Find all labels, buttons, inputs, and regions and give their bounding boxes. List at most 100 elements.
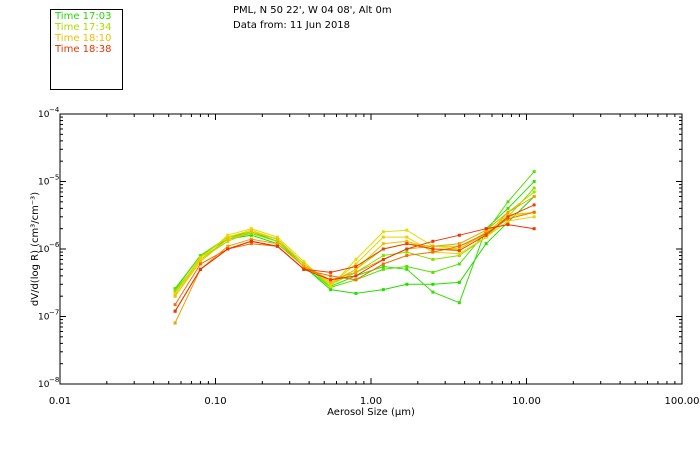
data-point bbox=[506, 223, 510, 227]
data-point bbox=[431, 257, 435, 261]
legend-box: Time 17:03 Time 17:34 Time 18:10 Time 18:38 bbox=[50, 9, 123, 90]
data-point bbox=[249, 233, 253, 237]
data-point bbox=[173, 289, 177, 293]
data-point bbox=[226, 247, 230, 251]
legend-entry: Time 18:38 bbox=[55, 44, 112, 55]
data-point bbox=[275, 242, 279, 246]
y-tick-exponent: −8 bbox=[49, 376, 59, 384]
data-point bbox=[173, 321, 177, 325]
data-point bbox=[532, 227, 536, 231]
data-point bbox=[405, 282, 409, 286]
data-point bbox=[457, 233, 461, 237]
data-point bbox=[431, 282, 435, 286]
data-point bbox=[198, 262, 202, 266]
data-point bbox=[457, 249, 461, 253]
y-tick-exponent: −7 bbox=[49, 309, 59, 317]
data-point bbox=[173, 286, 177, 290]
data-point bbox=[302, 260, 306, 264]
data-point bbox=[506, 200, 510, 204]
y-tick-exponent: −6 bbox=[49, 241, 60, 249]
data-point bbox=[532, 170, 536, 174]
legend-entry: Time 18:10 bbox=[55, 33, 112, 44]
data-point bbox=[431, 239, 435, 243]
y-tick-label: 10 bbox=[38, 110, 50, 120]
data-point bbox=[506, 217, 510, 221]
data-point bbox=[173, 294, 177, 298]
x-tick-label: 0.01 bbox=[49, 396, 71, 407]
chart-location-header: PML, N 50 22', W 04 08', Alt 0m bbox=[233, 5, 392, 16]
data-point bbox=[457, 242, 461, 246]
series-line bbox=[174, 211, 535, 297]
data-point bbox=[457, 301, 461, 305]
data-point bbox=[484, 231, 488, 235]
x-axis-label: Aerosol Size (µm) bbox=[327, 407, 415, 418]
data-point bbox=[381, 235, 385, 239]
x-tick-label: 10.00 bbox=[512, 396, 541, 407]
data-point bbox=[329, 282, 333, 286]
data-point bbox=[457, 262, 461, 266]
data-point bbox=[405, 267, 409, 271]
data-point bbox=[532, 215, 536, 219]
data-point bbox=[431, 244, 435, 248]
data-point bbox=[249, 242, 253, 246]
data-point bbox=[329, 288, 333, 292]
data-point bbox=[431, 247, 435, 251]
data-point bbox=[506, 215, 510, 219]
data-point bbox=[484, 227, 488, 231]
data-point bbox=[354, 267, 358, 271]
data-point bbox=[249, 231, 253, 235]
y-tick-label: 10 bbox=[38, 313, 50, 323]
data-point bbox=[329, 278, 333, 282]
data-point bbox=[302, 265, 306, 269]
data-point bbox=[226, 239, 230, 243]
data-point bbox=[198, 260, 202, 264]
data-point bbox=[484, 235, 488, 239]
data-point bbox=[275, 235, 279, 239]
data-point bbox=[249, 228, 253, 232]
data-point bbox=[302, 267, 306, 271]
data-point bbox=[198, 255, 202, 259]
data-point bbox=[275, 237, 279, 241]
data-point bbox=[329, 284, 333, 288]
data-point bbox=[484, 233, 488, 237]
y-tick-label: 10 bbox=[38, 245, 50, 255]
data-point bbox=[532, 203, 536, 207]
data-point bbox=[198, 257, 202, 261]
data-point bbox=[506, 219, 510, 223]
data-point bbox=[431, 270, 435, 274]
data-point bbox=[381, 254, 385, 258]
data-point bbox=[226, 237, 230, 241]
data-point bbox=[431, 290, 435, 294]
chart-date-header: Data from: 11 Jun 2018 bbox=[233, 20, 351, 31]
data-point bbox=[532, 186, 536, 190]
data-point bbox=[354, 257, 358, 261]
data-point bbox=[302, 262, 306, 266]
data-point bbox=[405, 265, 409, 269]
data-point bbox=[249, 227, 253, 231]
y-tick-exponent: −5 bbox=[49, 174, 59, 182]
data-point bbox=[249, 239, 253, 243]
data-point bbox=[275, 239, 279, 243]
data-point bbox=[226, 235, 230, 239]
y-tick-exponent: −4 bbox=[49, 106, 60, 114]
series-s7 bbox=[173, 215, 536, 295]
data-point bbox=[381, 262, 385, 266]
data-point bbox=[457, 280, 461, 284]
data-point bbox=[226, 233, 230, 237]
data-point bbox=[381, 257, 385, 261]
data-point bbox=[532, 190, 536, 194]
data-point bbox=[484, 228, 488, 232]
data-point bbox=[457, 244, 461, 248]
data-point bbox=[405, 250, 409, 254]
series-s6 bbox=[173, 210, 536, 298]
data-point bbox=[484, 230, 488, 234]
data-point bbox=[457, 252, 461, 256]
data-point bbox=[457, 247, 461, 251]
y-axis-label: dV/d(log R) (cm³/cm⁻³) bbox=[30, 192, 41, 306]
data-point bbox=[405, 228, 409, 232]
data-point bbox=[173, 303, 177, 307]
data-point bbox=[329, 274, 333, 278]
data-point bbox=[198, 267, 202, 271]
data-point bbox=[354, 262, 358, 266]
